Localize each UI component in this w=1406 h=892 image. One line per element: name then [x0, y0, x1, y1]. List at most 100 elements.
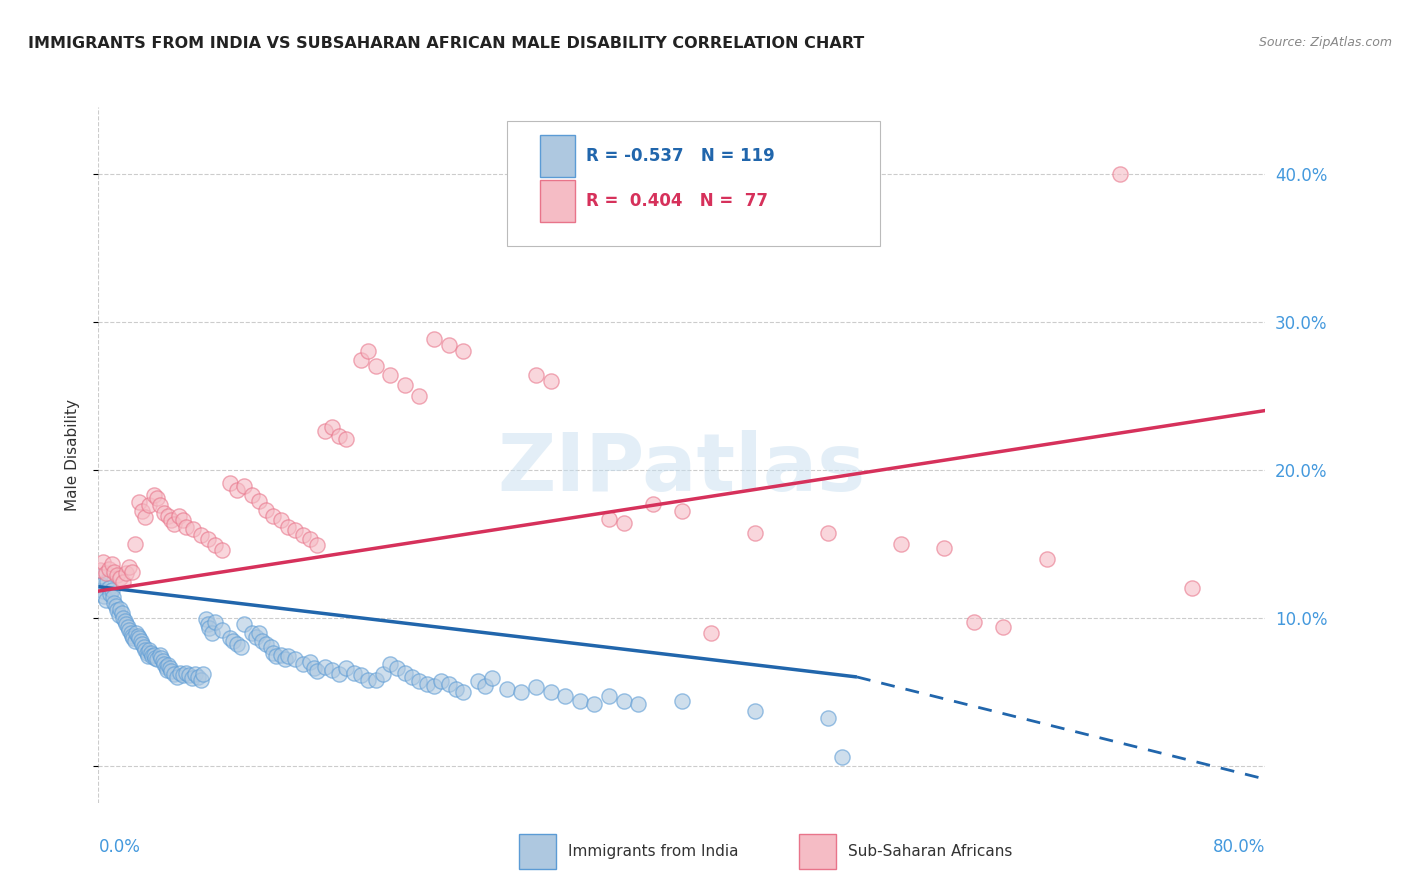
Point — [335, 432, 357, 446]
Point — [444, 681, 467, 696]
Point — [120, 625, 142, 640]
Point — [118, 623, 141, 637]
Point — [105, 603, 128, 617]
Point — [91, 554, 114, 568]
Point — [262, 646, 284, 660]
Text: Sub-Saharan Africans: Sub-Saharan Africans — [848, 844, 1012, 859]
Point — [364, 359, 387, 373]
Point — [211, 623, 233, 637]
Point — [240, 488, 263, 502]
Point — [328, 667, 350, 681]
Point — [335, 661, 357, 675]
Point — [136, 649, 159, 664]
Point — [127, 628, 149, 642]
Point — [100, 582, 122, 597]
Point — [304, 661, 326, 675]
Point — [153, 506, 176, 520]
Point — [314, 424, 336, 438]
Point — [641, 497, 664, 511]
Point — [128, 495, 150, 509]
Point — [394, 378, 416, 392]
Point — [132, 640, 155, 655]
Point — [510, 685, 533, 699]
Point — [183, 667, 205, 681]
Point — [157, 658, 180, 673]
Point — [671, 693, 693, 707]
Point — [93, 589, 115, 603]
Point — [155, 659, 177, 673]
Point — [583, 697, 606, 711]
Point — [394, 665, 416, 680]
Point — [169, 665, 191, 680]
Point — [350, 353, 373, 368]
Point — [401, 670, 423, 684]
Point — [817, 526, 839, 541]
Point — [291, 528, 314, 542]
Point — [700, 625, 723, 640]
Point — [114, 614, 136, 628]
Point — [101, 590, 124, 604]
Point — [291, 657, 314, 671]
Point — [211, 542, 233, 557]
Point — [218, 476, 240, 491]
Text: Immigrants from India: Immigrants from India — [568, 844, 738, 859]
Point — [149, 498, 172, 512]
Point — [277, 649, 299, 664]
Point — [121, 565, 143, 579]
Point — [298, 655, 321, 669]
Point — [204, 615, 226, 630]
Point — [112, 575, 135, 590]
Point — [627, 697, 650, 711]
Point — [437, 677, 460, 691]
Point — [524, 368, 547, 382]
Text: ZIPatlas: ZIPatlas — [498, 430, 866, 508]
Point — [115, 616, 138, 631]
Point — [934, 541, 956, 556]
Point — [163, 517, 186, 532]
Point — [146, 652, 169, 666]
Point — [408, 674, 430, 689]
Point — [1108, 167, 1130, 181]
Point — [121, 628, 143, 642]
Point — [152, 654, 174, 668]
Point — [496, 681, 519, 696]
Point — [131, 637, 153, 651]
Point — [142, 648, 165, 662]
Point — [190, 528, 212, 542]
Point — [328, 428, 350, 442]
Text: 0.0%: 0.0% — [98, 838, 141, 855]
Point — [174, 665, 197, 680]
Point — [568, 693, 591, 707]
Bar — [519, 834, 555, 869]
Bar — [540, 135, 575, 177]
Point — [423, 333, 446, 347]
Point — [831, 750, 853, 764]
Point — [146, 491, 169, 505]
Point — [991, 620, 1014, 634]
Point — [124, 537, 146, 551]
Point — [451, 344, 474, 359]
Point — [554, 690, 576, 704]
Point — [231, 640, 253, 655]
Point — [98, 587, 121, 601]
Point — [143, 650, 166, 665]
Point — [357, 344, 380, 359]
Point — [94, 593, 117, 607]
Point — [1181, 581, 1204, 595]
Point — [201, 625, 224, 640]
Point — [612, 516, 634, 530]
Point — [134, 510, 156, 524]
Point — [190, 673, 212, 687]
Point — [744, 526, 766, 541]
Point — [890, 537, 912, 551]
Point — [138, 643, 160, 657]
Point — [233, 616, 256, 631]
Point — [274, 652, 297, 666]
Point — [321, 419, 343, 434]
Point — [474, 679, 496, 693]
Point — [343, 665, 366, 680]
Point — [226, 637, 249, 651]
Point — [247, 493, 270, 508]
Point — [817, 711, 839, 725]
Point — [266, 649, 288, 664]
